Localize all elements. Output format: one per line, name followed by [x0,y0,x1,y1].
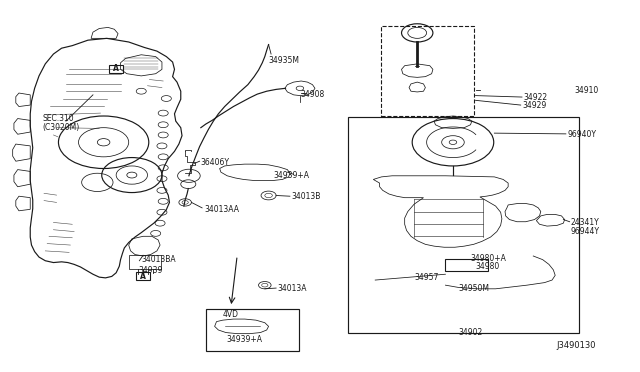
Bar [348,118,579,333]
Bar [129,255,161,269]
Text: 34902: 34902 [458,328,483,337]
Text: (C3020M): (C3020M) [43,123,80,132]
Bar [381,26,474,116]
Text: 34922: 34922 [524,93,548,102]
Text: 34939+A: 34939+A [227,335,263,344]
Bar [206,309,299,351]
Text: 4VD: 4VD [223,310,239,319]
Text: 34980: 34980 [476,262,500,272]
Text: 34013BA: 34013BA [141,255,176,264]
Text: 34013A: 34013A [277,284,307,293]
Text: 34939+A: 34939+A [273,171,309,180]
Bar [136,272,150,280]
Text: 34957: 34957 [414,273,438,282]
Text: 34935M: 34935M [269,56,300,65]
Text: J3490130: J3490130 [556,341,596,350]
Text: 34908: 34908 [300,90,324,99]
Text: 34910: 34910 [574,86,598,95]
Text: 34013AA: 34013AA [204,205,239,214]
Text: 34929: 34929 [522,101,546,110]
Bar [109,65,123,73]
Text: 34980+A: 34980+A [470,254,506,263]
Text: 96940Y: 96940Y [568,131,596,140]
Text: A: A [140,272,146,281]
Text: 36406Y: 36406Y [201,158,230,167]
Text: 34939: 34939 [138,266,163,275]
Text: SEC.310: SEC.310 [43,114,74,123]
Text: 34950M: 34950M [458,283,489,292]
Text: 96944Y: 96944Y [571,227,600,236]
Text: 34013B: 34013B [292,192,321,201]
Bar [445,259,488,270]
Text: 24341Y: 24341Y [571,218,600,227]
Text: A: A [113,64,119,73]
